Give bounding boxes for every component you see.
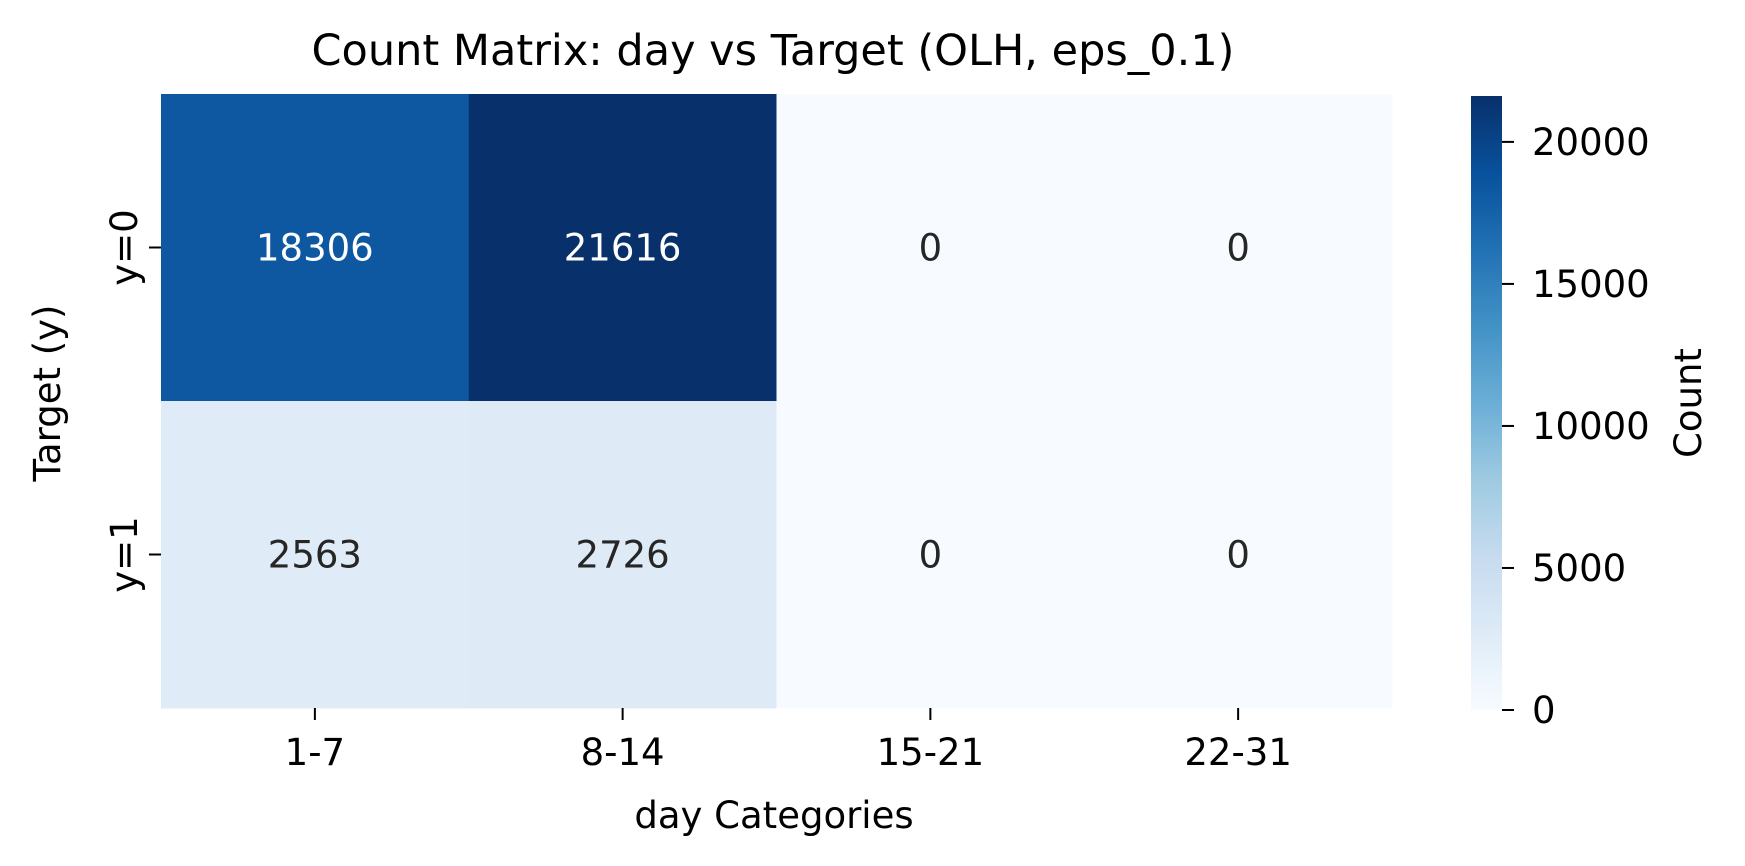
colorbar-tick-label-0: 0 (1532, 689, 1556, 732)
x-tick-label-1: 8-14 (581, 731, 665, 774)
x-tick-label-2: 15-21 (877, 731, 985, 774)
cell-annotation-0-0: 18306 (256, 227, 374, 270)
cell-annotation-1-0: 2563 (268, 534, 362, 577)
y-tick-label-0: y=0 (103, 209, 146, 285)
heatmap-cell-1-0 (161, 401, 470, 709)
colorbar-tick-label-1: 5000 (1532, 547, 1626, 590)
x-tick-label-3: 22-31 (1184, 731, 1292, 774)
x-axis-label: day Categories (634, 794, 913, 837)
heatmap-cell-0-0 (161, 94, 470, 402)
colorbar-ticks: 0 5000 10000 15000 20000 (1502, 121, 1650, 732)
cell-annotation-0-2: 0 (919, 227, 943, 270)
y-axis-label: Target (y) (26, 305, 69, 483)
y-axis: y=0 y=1 (103, 209, 161, 593)
cell-annotation-0-1: 21616 (564, 227, 682, 270)
heatmap-cell-1-3 (1084, 401, 1393, 709)
colorbar (1471, 96, 1502, 710)
cell-annotation-1-1: 2726 (576, 534, 670, 577)
heatmap-cell-1-2 (776, 401, 1085, 709)
cell-annotation-1-2: 0 (919, 534, 943, 577)
cell-annotation-1-3: 0 (1226, 534, 1250, 577)
colorbar-tick-label-4: 20000 (1532, 121, 1650, 164)
colorbar-tick-label-3: 15000 (1532, 263, 1650, 306)
heatmap-cell-0-1 (468, 94, 777, 402)
chart-title: Count Matrix: day vs Target (OLH, eps_0.… (312, 26, 1235, 76)
cell-annotations: 18306 21616 0 0 2563 2726 0 0 (256, 227, 1250, 577)
heatmap-cell-0-3 (1084, 94, 1393, 402)
colorbar-tick-label-2: 10000 (1532, 405, 1650, 448)
heatmap-cell-1-1 (468, 401, 777, 709)
cell-annotation-0-3: 0 (1226, 227, 1250, 270)
heatmap-cells (161, 94, 1393, 709)
heatmap-cell-0-2 (776, 94, 1085, 402)
x-tick-label-0: 1-7 (285, 731, 345, 774)
y-tick-label-1: y=1 (103, 516, 146, 592)
x-axis: 1-7 8-14 15-21 22-31 (285, 708, 1292, 774)
colorbar-label: Count (1667, 348, 1710, 458)
